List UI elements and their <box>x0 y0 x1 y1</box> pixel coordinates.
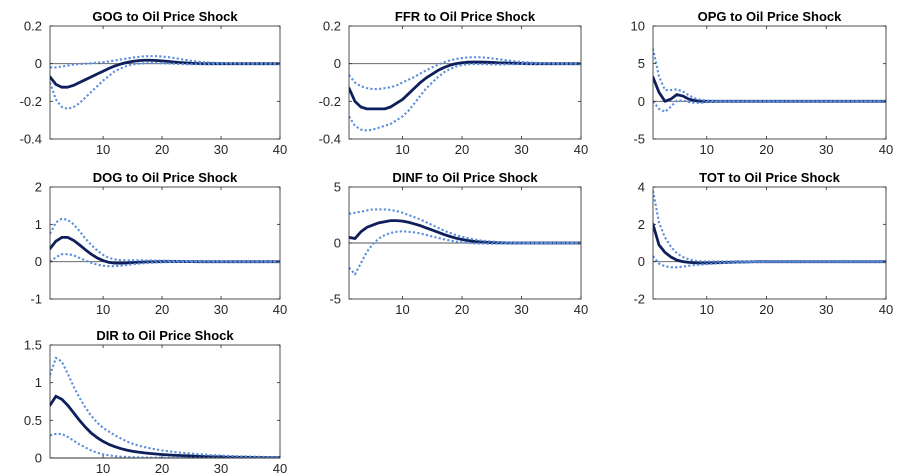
series-group <box>653 48 886 113</box>
x-tick-label: 40 <box>574 142 588 157</box>
y-tick-label: -5 <box>633 132 645 147</box>
y-tick-label: 0.5 <box>24 413 42 428</box>
series-group <box>349 56 581 132</box>
y-tick-label: 4 <box>638 180 645 195</box>
x-tick-label: 30 <box>819 302 833 317</box>
y-tick-label: -5 <box>329 292 341 307</box>
y-tick-label: 0.2 <box>323 19 341 34</box>
y-tick-label: 5 <box>334 180 341 195</box>
lower-band-line <box>349 62 581 132</box>
y-tick-label: -2 <box>633 292 645 307</box>
x-tick-label: 10 <box>395 302 409 317</box>
panel-title: TOT to Oil Price Shock <box>699 170 840 185</box>
x-tick-label: 40 <box>879 142 893 157</box>
x-tick-label: 20 <box>455 142 469 157</box>
y-tick-label: 1 <box>35 375 42 390</box>
lower-band-line <box>50 62 280 110</box>
y-tick-label: 0 <box>334 56 341 71</box>
series-group <box>50 217 280 268</box>
panel-1: GOG to Oil Price Shock 10 20 30 40 -0.4 -0.2 0 0… <box>20 9 288 157</box>
x-tick-label: 10 <box>700 302 714 317</box>
axes-frame <box>652 186 887 300</box>
panel-7: DIR to Oil Price Shock 10 20 30 40 0 0.5 1 1.5 <box>24 328 287 475</box>
panel-title: FFR to Oil Price Shock <box>395 9 536 24</box>
x-tick-label: 30 <box>514 302 528 317</box>
x-tick-label: 30 <box>214 302 228 317</box>
panel-2: FFR to Oil Price Shock 10 20 30 40 -0.4 -0.2 0 0… <box>319 9 589 157</box>
x-tick-label: 30 <box>514 142 528 157</box>
y-tick-label: -0.2 <box>20 94 42 109</box>
y-tick-label: -0.4 <box>20 132 42 147</box>
panel-title: GOG to Oil Price Shock <box>92 9 238 24</box>
x-tick-label: 10 <box>96 142 110 157</box>
x-tick-label: 20 <box>759 302 773 317</box>
median-response-line <box>50 58 280 89</box>
panel-5: DINF to Oil Price Shock 10 20 30 40 -5 0 5 <box>329 170 588 317</box>
panel-6: TOT to Oil Price Shock 10 20 30 40 -2 0 2 4 <box>633 170 893 317</box>
y-tick-label: 1 <box>35 217 42 232</box>
y-tick-label: -0.4 <box>319 132 341 147</box>
upper-band-line <box>50 356 280 458</box>
x-tick-label: 30 <box>214 461 228 475</box>
upper-band-line <box>653 190 886 263</box>
upper-band-line <box>50 217 280 263</box>
y-tick-label: 0.2 <box>24 19 42 34</box>
lower-band-line <box>50 253 280 268</box>
x-tick-label: 10 <box>96 461 110 475</box>
y-tick-label: 5 <box>638 56 645 71</box>
median-response-line <box>349 60 581 111</box>
y-tick-label: 0 <box>638 254 645 269</box>
y-tick-label: 0 <box>334 236 341 251</box>
x-tick-label: 10 <box>96 302 110 317</box>
upper-band-line <box>349 208 581 245</box>
y-tick-label: 1.5 <box>24 338 42 353</box>
x-tick-label: 10 <box>700 142 714 157</box>
x-tick-label: 10 <box>395 142 409 157</box>
x-tick-label: 20 <box>155 302 169 317</box>
lower-band-line <box>653 99 886 113</box>
axes-frame <box>49 186 281 300</box>
y-tick-label: 2 <box>638 217 645 232</box>
x-tick-label: 40 <box>273 461 287 475</box>
panel-3: OPG to Oil Price Shock 10 20 30 40 -5 0 5 10 <box>631 9 894 157</box>
y-tick-label: -0.2 <box>319 94 341 109</box>
lower-band-line <box>653 255 886 269</box>
y-tick-label: 0 <box>35 56 42 71</box>
x-tick-label: 20 <box>155 461 169 475</box>
axes-frame <box>652 25 887 140</box>
axes-frame <box>348 25 582 140</box>
y-tick-label: 0 <box>35 451 42 466</box>
axes-frame <box>49 25 281 140</box>
y-tick-label: 0 <box>35 254 42 269</box>
x-tick-label: 30 <box>819 142 833 157</box>
y-tick-label: -1 <box>30 292 42 307</box>
y-tick-label: 10 <box>631 19 645 34</box>
x-tick-label: 20 <box>759 142 773 157</box>
panel-title: DOG to Oil Price Shock <box>93 170 238 185</box>
panel-title: DINF to Oil Price Shock <box>392 170 538 185</box>
x-tick-label: 20 <box>155 142 169 157</box>
x-tick-label: 40 <box>574 302 588 317</box>
series-group <box>50 55 280 110</box>
x-tick-label: 30 <box>214 142 228 157</box>
upper-band-line <box>50 55 280 69</box>
y-tick-label: 0 <box>638 94 645 109</box>
x-tick-label: 40 <box>879 302 893 317</box>
upper-band-line <box>653 48 886 103</box>
panel-4: DOG to Oil Price Shock 10 20 30 40 -1 0 1 2 <box>30 170 287 317</box>
series-group <box>349 208 581 276</box>
x-tick-label: 20 <box>455 302 469 317</box>
lower-band-line <box>349 230 581 276</box>
panel-title: DIR to Oil Price Shock <box>96 328 234 343</box>
x-tick-label: 40 <box>273 302 287 317</box>
series-group <box>653 190 886 269</box>
axes-frame <box>49 344 281 459</box>
x-tick-label: 40 <box>273 142 287 157</box>
panel-title: OPG to Oil Price Shock <box>698 9 843 24</box>
y-tick-label: 2 <box>35 180 42 195</box>
